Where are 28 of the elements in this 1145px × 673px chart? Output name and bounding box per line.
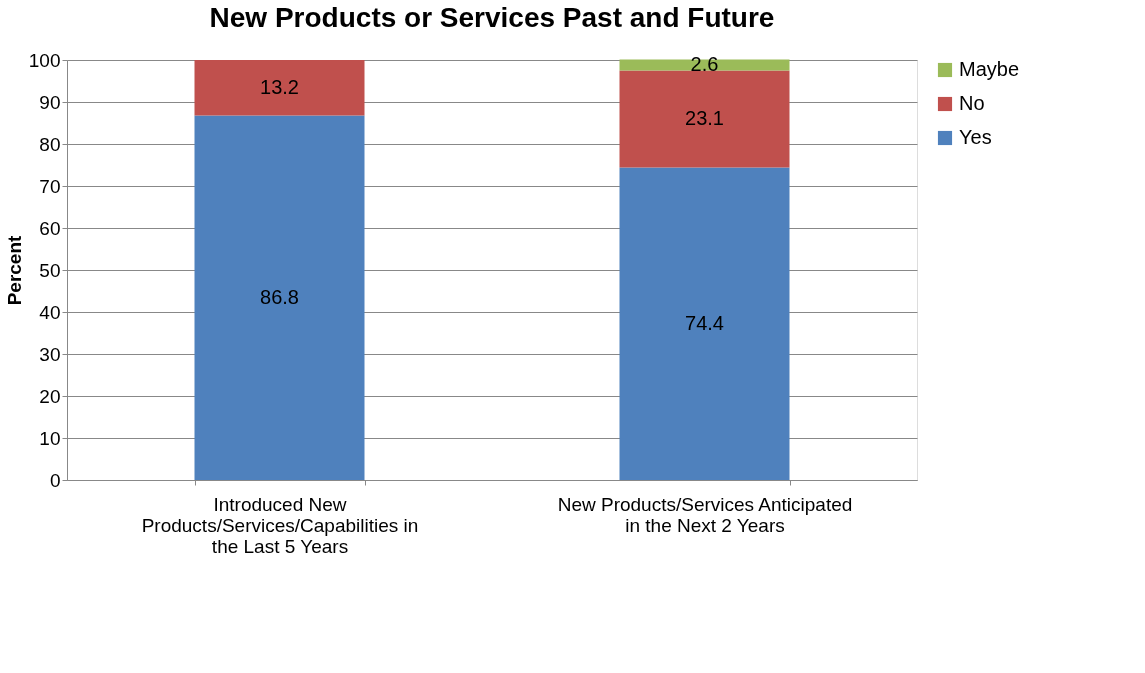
chart-title: New Products or Services Past and Future: [209, 2, 775, 33]
bar: [194, 115, 365, 480]
y-tick-label: 20: [39, 385, 61, 407]
y-tick-label: 50: [39, 259, 61, 281]
legend-label: Yes: [959, 126, 992, 148]
y-tick-label: 40: [39, 301, 61, 323]
y-tick-label: 30: [39, 343, 61, 365]
y-tick-label: 0: [49, 469, 61, 491]
y-tick-label: 60: [39, 217, 61, 239]
legend-label: Maybe: [959, 58, 1020, 80]
y-axis-title: Percent: [3, 234, 25, 306]
y-tick-label: 80: [39, 133, 61, 155]
data-label: 74.4: [685, 311, 724, 334]
y-tick-label: 70: [39, 175, 61, 197]
y-tick-label: 10: [39, 427, 61, 449]
bar: [619, 167, 790, 480]
x-tick-label: New Products/Services Anticipated in the Next 2 Years: [557, 493, 853, 536]
bar: [619, 59, 790, 71]
data-label: 86.8: [260, 285, 299, 308]
data-label: 2.6: [690, 53, 719, 76]
y-tick-label: 100: [28, 49, 61, 71]
bar: [194, 60, 365, 116]
data-label: 23.1: [685, 107, 724, 130]
x-tick-label: Introduced New Products/Services/Capabilities in the Last 5 Years: [141, 493, 419, 557]
y-tick-label: 90: [39, 91, 61, 113]
legend-label: No: [959, 92, 985, 114]
bar: [619, 70, 790, 168]
data-label: 13.2: [260, 75, 299, 98]
